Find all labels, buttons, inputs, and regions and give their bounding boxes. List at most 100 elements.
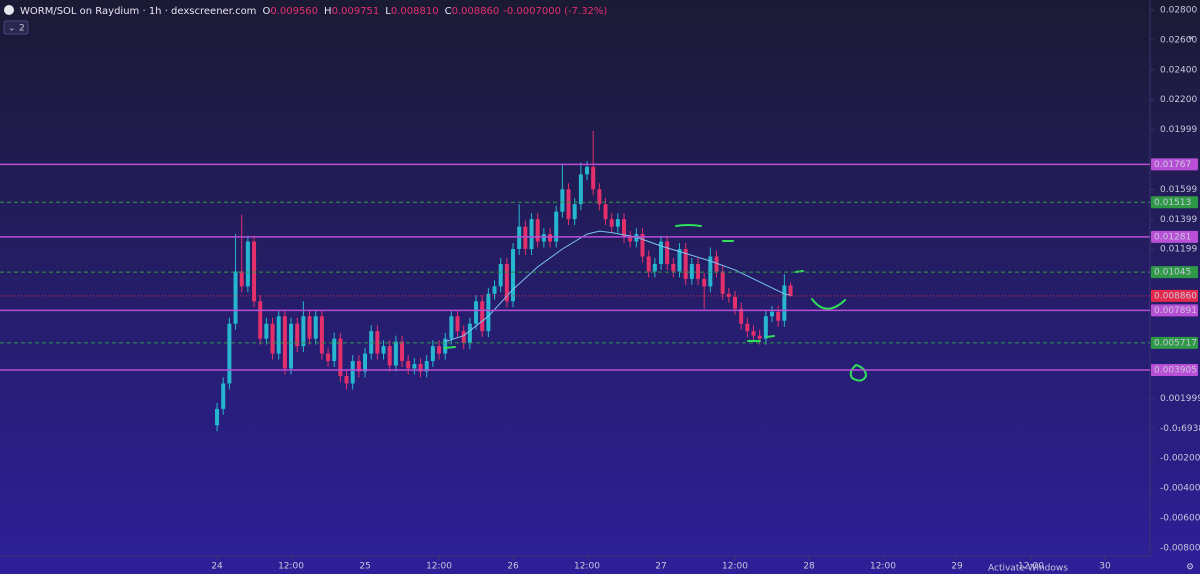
candle-body [782,285,787,321]
candle-body [474,301,479,324]
watermark: Activate Windows [988,564,1068,574]
x-tick-label: 28 [803,562,815,572]
candle-body [221,383,226,409]
indicator-chevron: ⌄ [8,24,16,34]
y-tick-label: 0.02600 [1160,35,1197,45]
x-tick-label: 12:00 [1018,562,1044,572]
candle-body [689,263,694,279]
ohlc-value: 0.008860 [452,6,500,17]
indicator-toggle[interactable] [3,20,29,35]
y-tick-label: 0.01999 [1160,125,1197,135]
candle-body [326,353,331,362]
price-level-tag [1151,196,1198,209]
header: WORM/SOL on Raydium · 1h · dexscreener.c… [20,6,607,17]
change: -0.0007000 (-7.32%) [503,6,607,17]
candle-body [591,166,596,190]
candle-body [708,256,713,287]
candle-body [461,331,466,344]
candle-body [381,346,386,354]
candle-body [541,234,546,242]
hand-annotations [443,224,868,382]
candle-body [615,219,620,227]
collapse-icon[interactable]: « [1188,34,1194,44]
candle-body [332,338,337,362]
candle-body [511,249,516,302]
candle-body [776,311,781,321]
annotation-stroke [795,270,804,273]
x-tick-label: 12:00 [870,562,896,572]
price-level-tag [1151,230,1198,243]
price-level-tag [1151,158,1198,171]
x-tick-label: 24 [211,562,223,572]
candle-body [788,285,793,296]
candle-body [665,241,670,264]
x-tick-label: 25 [359,562,370,572]
y-tick-label: 0.02400 [1160,65,1197,75]
candle-body [720,271,725,294]
price-level-label: 0.01513 [1154,198,1191,208]
candle-body [622,219,627,238]
candle-body [609,219,614,227]
y-tick-label: 0.01399 [1160,215,1197,225]
candle-body [535,219,540,242]
candle-body [486,293,491,332]
candle-body [677,249,682,272]
candle-body [659,241,664,264]
candle-body [597,189,602,205]
candle-body [455,316,460,332]
candle-body [406,361,411,369]
candle-body [289,323,294,369]
candle-body [239,271,244,287]
candle-body [628,237,633,242]
candle-body [307,316,312,339]
candle-body [387,346,392,366]
candle-body [554,211,559,242]
candle-body [585,166,590,175]
candle-body [646,256,651,272]
candle-body [523,226,528,250]
candle-body [301,316,306,347]
candle-body [319,316,324,354]
x-tick-label: 12:00 [574,562,600,572]
ohlc-key: O [262,6,270,17]
candle-body [393,341,398,366]
ohlc-value: 0.009751 [332,6,380,17]
ohlc-value: 0.008810 [391,6,439,17]
x-tick-label: 26 [507,562,519,572]
candle-body [344,375,349,384]
candle-body [529,219,534,250]
settings-icon[interactable]: ⚙ [1186,563,1194,573]
candle-body [258,301,263,339]
candle-body [313,316,318,339]
y-tick-label: 0.02200 [1160,95,1197,105]
candle-body [282,316,287,369]
candle-body [578,174,583,205]
x-tick-label: 30 [1099,562,1111,572]
candle-body [504,263,509,302]
price-level-label: 0.007891 [1154,306,1197,316]
price-level-tag [1151,363,1198,376]
candle-body [233,271,238,324]
moving-average [445,230,791,343]
candle-body [702,278,707,287]
candle-body [356,361,361,372]
ohlc-key: H [324,6,332,17]
candle-body [215,408,220,426]
y-tick-label: 0.01599 [1160,185,1197,195]
candle-body [252,241,257,302]
candle-body [480,301,485,332]
candle-body [696,263,701,279]
price-level-tag [1151,266,1198,279]
candle-body [418,364,423,372]
y-tick-label: 0.01199 [1160,245,1197,255]
candle-body [517,226,522,250]
x-tick-label: 12:00 [426,562,452,572]
candle-body [437,346,442,354]
y-tick-label: -0.006000 [1160,513,1200,523]
candle-body [652,263,657,272]
candle-body [751,331,756,336]
price-level-tag [1151,304,1198,317]
price-level-label: 0.01045 [1154,268,1191,278]
ohlc-key: C [445,6,452,17]
candle-body [714,256,719,272]
